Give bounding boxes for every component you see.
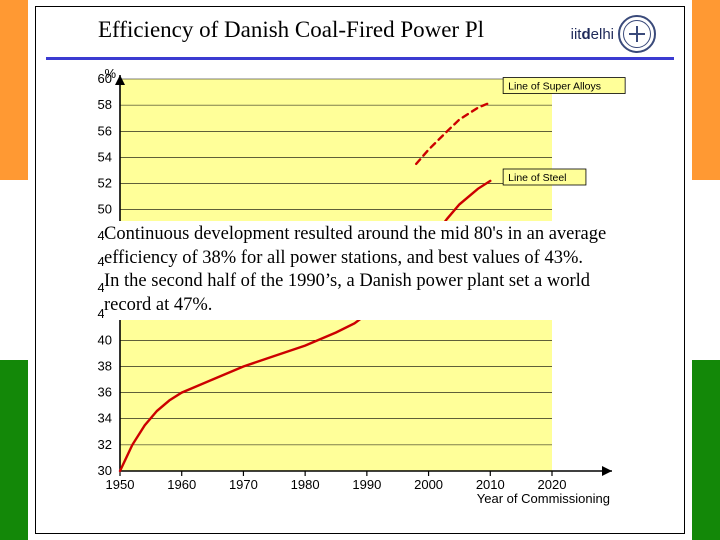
svg-text:2000: 2000 bbox=[414, 477, 443, 492]
slide-title: Efficiency of Danish Coal-Fired Power Pl bbox=[98, 17, 484, 43]
svg-text:1960: 1960 bbox=[167, 477, 196, 492]
svg-text:1970: 1970 bbox=[229, 477, 258, 492]
svg-text:38: 38 bbox=[98, 358, 112, 373]
svg-text:30: 30 bbox=[98, 463, 112, 478]
body-para-2: In the second half of the 1990’s, a Dani… bbox=[104, 270, 634, 317]
svg-text:34: 34 bbox=[98, 411, 112, 426]
svg-text:56: 56 bbox=[98, 123, 112, 138]
flag-green bbox=[0, 360, 28, 540]
flag-saffron bbox=[0, 0, 28, 180]
svg-text:2010: 2010 bbox=[476, 477, 505, 492]
title-underline bbox=[46, 57, 674, 60]
svg-text:1990: 1990 bbox=[352, 477, 381, 492]
flag-left-strip bbox=[0, 0, 28, 540]
flag-white bbox=[692, 180, 720, 360]
body-para-1: Continuous development resulted around t… bbox=[104, 223, 634, 270]
svg-text:Line of Steel: Line of Steel bbox=[508, 172, 566, 184]
svg-text:Line of Super Alloys: Line of Super Alloys bbox=[508, 81, 601, 93]
iitd-logo: iitdelhi bbox=[548, 13, 656, 55]
svg-text:52: 52 bbox=[98, 176, 112, 191]
svg-text:Year of Commissioning: Year of Commissioning bbox=[477, 491, 610, 506]
logo-bold: d bbox=[581, 26, 590, 43]
svg-text:%: % bbox=[104, 69, 116, 81]
svg-text:1950: 1950 bbox=[106, 477, 135, 492]
logo-emblem-icon bbox=[618, 15, 656, 53]
svg-text:50: 50 bbox=[98, 202, 112, 217]
flag-saffron bbox=[692, 0, 720, 180]
logo-suffix: elhi bbox=[591, 26, 614, 43]
body-text-overlay: Continuous development resulted around t… bbox=[104, 221, 634, 320]
svg-text:36: 36 bbox=[98, 385, 112, 400]
flag-right-strip bbox=[692, 0, 720, 540]
svg-text:58: 58 bbox=[98, 97, 112, 112]
svg-text:40: 40 bbox=[98, 332, 112, 347]
svg-text:54: 54 bbox=[98, 149, 112, 164]
logo-prefix: iit bbox=[571, 26, 582, 43]
svg-text:2020: 2020 bbox=[538, 477, 567, 492]
flag-green bbox=[692, 360, 720, 540]
svg-text:32: 32 bbox=[98, 437, 112, 452]
slide-frame: Efficiency of Danish Coal-Fired Power Pl… bbox=[35, 6, 685, 534]
flag-white bbox=[0, 180, 28, 360]
svg-text:1980: 1980 bbox=[291, 477, 320, 492]
logo-text: iitdelhi bbox=[571, 26, 614, 43]
